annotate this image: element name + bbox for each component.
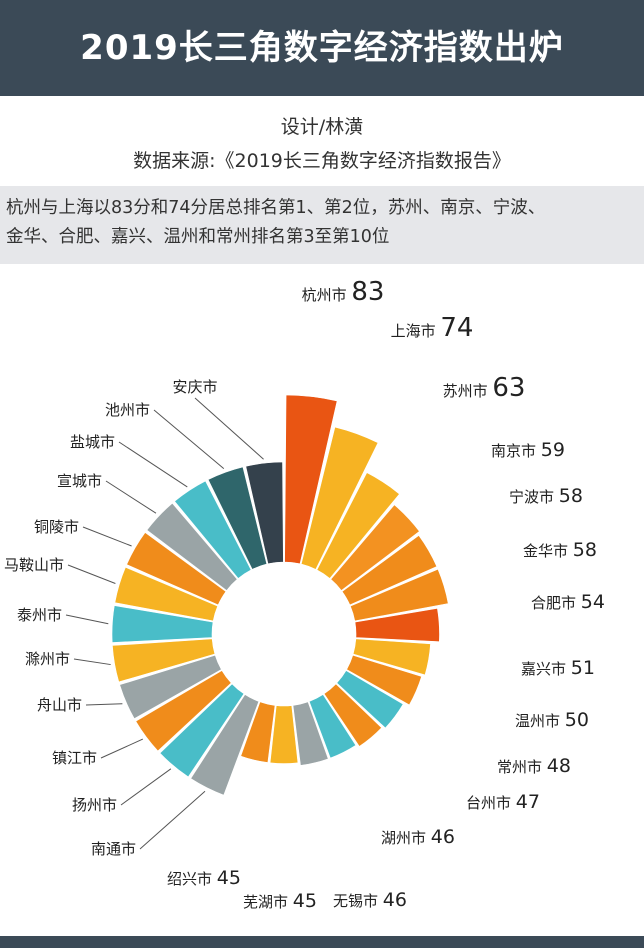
city-name: 上海市 bbox=[391, 322, 441, 340]
city-label-22: 马鞍山市 bbox=[4, 556, 64, 574]
city-label-23: 铜陵市 bbox=[34, 518, 79, 536]
header-bar: 2019长三角数字经济指数出炉 bbox=[0, 0, 644, 96]
city-name: 合肥市 bbox=[531, 594, 581, 612]
city-label-25: 盐城市 bbox=[70, 433, 115, 451]
data-source: 数据来源:《2019长三角数字经济指数报告》 bbox=[133, 150, 511, 172]
city-name: 苏州市 bbox=[443, 382, 493, 400]
intro-box: 杭州与上海以83分和74分居总排名第1、第2位，苏州、南京、宁波、 金华、合肥、… bbox=[0, 186, 644, 264]
value-label: 47 bbox=[516, 791, 540, 813]
city-label-18: 镇江市 bbox=[52, 749, 97, 767]
city-name: 嘉兴市 bbox=[521, 660, 571, 678]
designer-credit: 设计/林潢 bbox=[280, 116, 364, 138]
value-label: 50 bbox=[565, 709, 589, 731]
leader-line bbox=[194, 397, 264, 460]
city-label-9: 温州市 50 bbox=[515, 709, 589, 731]
city-name: 温州市 bbox=[515, 712, 565, 730]
leader-line bbox=[120, 768, 172, 806]
leader-line bbox=[85, 703, 123, 706]
chart-center-hole bbox=[212, 562, 356, 706]
city-label-24: 宣城市 bbox=[57, 472, 102, 490]
city-label-27: 安庆市 bbox=[172, 378, 217, 396]
leader-line bbox=[82, 526, 132, 547]
city-label-4: 南京市 59 bbox=[491, 439, 565, 461]
leader-line bbox=[67, 564, 116, 584]
city-label-13: 无锡市 46 bbox=[333, 889, 407, 911]
city-label-5: 宁波市 58 bbox=[509, 485, 583, 507]
leader-line bbox=[100, 738, 144, 759]
value-label: 83 bbox=[351, 277, 384, 307]
city-label-20: 滁州市 bbox=[25, 650, 70, 668]
value-label: 74 bbox=[440, 313, 473, 343]
intro-text: 杭州与上海以83分和74分居总排名第1、第2位，苏州、南京、宁波、 金华、合肥、… bbox=[6, 194, 638, 252]
value-label: 58 bbox=[559, 485, 583, 507]
value-label: 46 bbox=[383, 889, 407, 911]
bar-14 bbox=[269, 705, 299, 764]
value-label: 58 bbox=[573, 539, 597, 561]
city-label-16: 南通市 bbox=[91, 840, 136, 858]
city-label-1: 杭州市 83 bbox=[302, 277, 385, 307]
city-label-26: 池州市 bbox=[105, 401, 150, 419]
leader-line bbox=[153, 409, 225, 469]
footer-bar bbox=[0, 936, 644, 948]
value-label: 54 bbox=[581, 591, 605, 613]
city-name: 台州市 bbox=[466, 794, 516, 812]
leader-line bbox=[65, 614, 109, 625]
value-label: 46 bbox=[431, 826, 455, 848]
leader-line bbox=[105, 480, 157, 514]
city-name: 金华市 bbox=[523, 542, 573, 560]
city-label-10: 常州市 48 bbox=[497, 755, 571, 777]
city-label-12: 湖州市 46 bbox=[381, 826, 455, 848]
city-label-3: 苏州市 63 bbox=[443, 373, 526, 403]
value-label: 45 bbox=[293, 890, 317, 912]
city-name: 宁波市 bbox=[509, 488, 559, 506]
city-label-14: 芜湖市 45 bbox=[243, 890, 317, 912]
city-label-19: 舟山市 bbox=[37, 696, 82, 714]
value-label: 63 bbox=[492, 373, 525, 403]
city-name: 无锡市 bbox=[333, 892, 383, 910]
leader-line bbox=[73, 658, 111, 666]
value-label: 45 bbox=[217, 867, 241, 889]
leader-line bbox=[139, 790, 206, 850]
page-title: 2019长三角数字经济指数出炉 bbox=[80, 28, 564, 68]
city-label-17: 扬州市 bbox=[72, 796, 117, 814]
city-label-7: 合肥市 54 bbox=[531, 591, 605, 613]
value-label: 51 bbox=[571, 657, 595, 679]
city-name: 湖州市 bbox=[381, 829, 431, 847]
leader-line bbox=[118, 441, 188, 488]
city-label-2: 上海市 74 bbox=[391, 313, 474, 343]
city-label-11: 台州市 47 bbox=[466, 791, 540, 813]
city-label-8: 嘉兴市 51 bbox=[521, 657, 595, 679]
city-label-21: 泰州市 bbox=[17, 606, 62, 624]
intro-line-1: 杭州与上海以83分和74分居总排名第1、第2位，苏州、南京、宁波、 bbox=[6, 198, 546, 218]
city-label-15: 绍兴市 45 bbox=[167, 867, 241, 889]
city-label-6: 金华市 58 bbox=[523, 539, 597, 561]
city-name: 绍兴市 bbox=[167, 870, 217, 888]
city-name: 芜湖市 bbox=[243, 893, 293, 911]
value-label: 48 bbox=[547, 755, 571, 777]
intro-line-2: 金华、合肥、嘉兴、温州和常州排名第3至第10位 bbox=[6, 227, 390, 247]
city-name: 南京市 bbox=[491, 442, 541, 460]
value-label: 59 bbox=[541, 439, 565, 461]
city-name: 杭州市 bbox=[302, 286, 352, 304]
city-name: 常州市 bbox=[497, 758, 547, 776]
